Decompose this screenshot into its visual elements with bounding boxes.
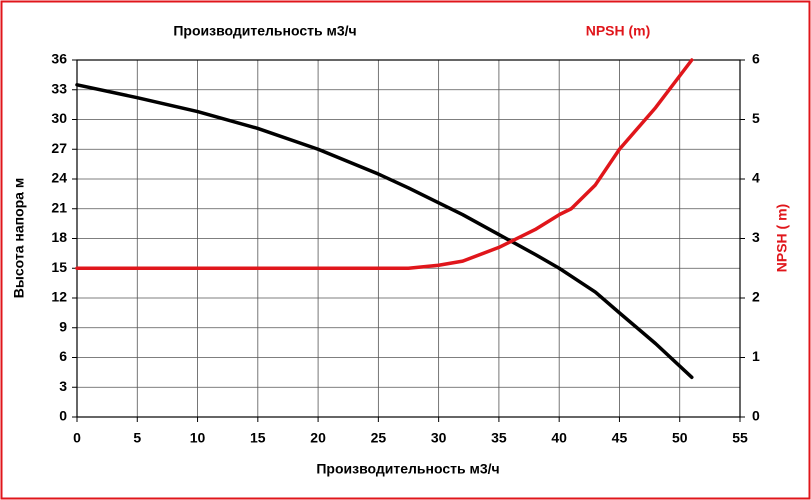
y2-tick-label: 5 bbox=[752, 110, 760, 126]
y-tick-label: 15 bbox=[51, 259, 67, 275]
y2-tick-label: 3 bbox=[752, 229, 760, 245]
legend-entry: Производительность м3/ч bbox=[173, 23, 356, 39]
y-tick-label: 6 bbox=[59, 348, 67, 364]
legend-entry: NPSH (m) bbox=[586, 23, 651, 39]
y2-tick-label: 1 bbox=[752, 348, 760, 364]
y-tick-label: 24 bbox=[51, 170, 67, 186]
y2-tick-label: 4 bbox=[752, 170, 760, 186]
y-tick-label: 30 bbox=[51, 110, 67, 126]
y-tick-label: 12 bbox=[51, 289, 67, 305]
y-tick-label: 18 bbox=[51, 229, 67, 245]
y2-tick-label: 6 bbox=[752, 51, 760, 67]
plot-border bbox=[76, 59, 741, 418]
y-tick-label: 9 bbox=[59, 318, 67, 334]
x-tick-label: 35 bbox=[491, 430, 507, 446]
x-tick-label: 5 bbox=[133, 430, 141, 446]
y-tick-label: 33 bbox=[51, 80, 67, 96]
x-tick-label: 25 bbox=[371, 430, 387, 446]
x-tick-label: 55 bbox=[732, 430, 748, 446]
y2-tick-label: 0 bbox=[752, 408, 760, 424]
x-tick-label: 20 bbox=[310, 430, 326, 446]
x-tick-label: 0 bbox=[73, 430, 81, 446]
x-tick-label: 40 bbox=[551, 430, 567, 446]
x-tick-label: 45 bbox=[612, 430, 628, 446]
y-tick-label: 27 bbox=[51, 140, 67, 156]
series-line bbox=[75, 83, 694, 380]
x-tick-label: 15 bbox=[250, 430, 266, 446]
series-line bbox=[75, 58, 694, 270]
y2-tick-label: 2 bbox=[752, 289, 760, 305]
x-axis-label: Производительность м3/ч bbox=[316, 461, 499, 477]
x-tick-label: 30 bbox=[431, 430, 447, 446]
x-tick-label: 10 bbox=[190, 430, 206, 446]
y2-axis-label: NPSH ( m) bbox=[774, 204, 790, 272]
y-tick-label: 21 bbox=[51, 199, 67, 215]
y-axis-label: Высота напора м bbox=[11, 178, 27, 298]
y-tick-label: 3 bbox=[59, 378, 67, 394]
y-tick-label: 0 bbox=[59, 408, 67, 424]
x-tick-label: 50 bbox=[672, 430, 688, 446]
y-tick-label: 36 bbox=[51, 51, 67, 67]
